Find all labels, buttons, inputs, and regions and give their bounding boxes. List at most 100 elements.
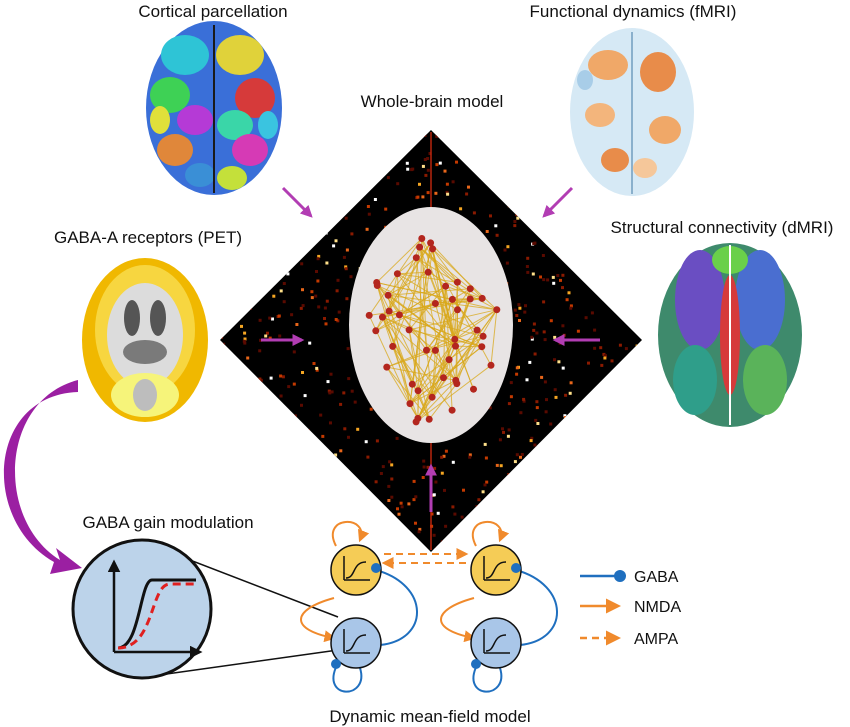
matrix-cell bbox=[569, 538, 573, 542]
matrix-cell bbox=[426, 191, 430, 195]
matrix-cell bbox=[286, 272, 290, 276]
matrix-cell bbox=[316, 279, 320, 283]
matrix-cell bbox=[227, 461, 231, 465]
matrix-cell bbox=[274, 277, 277, 281]
matrix-cell bbox=[562, 154, 566, 158]
matrix-cell bbox=[509, 395, 513, 399]
matrix-cell bbox=[267, 276, 271, 280]
matrix-cell bbox=[239, 411, 243, 415]
matrix-cell bbox=[546, 458, 550, 461]
matrix-cell bbox=[537, 512, 541, 516]
matrix-cell bbox=[421, 164, 425, 168]
matrix-cell bbox=[226, 465, 230, 469]
cortical-parcellation-brain bbox=[146, 21, 282, 195]
matrix-cell bbox=[301, 288, 304, 292]
legend-label-gaba: GABA bbox=[634, 569, 679, 586]
matrix-cell bbox=[569, 304, 573, 308]
legend-label-ampa: AMPA bbox=[634, 631, 678, 648]
matrix-cell bbox=[300, 403, 303, 407]
matrix-cell bbox=[536, 460, 540, 464]
matrix-cell bbox=[318, 442, 322, 446]
matrix-cell bbox=[282, 207, 286, 211]
legend: GABA NMDA AMPA bbox=[580, 569, 681, 648]
matrix-cell bbox=[548, 148, 552, 152]
matrix-cell bbox=[609, 204, 613, 208]
matrix-cell bbox=[503, 248, 507, 252]
matrix-cell bbox=[276, 506, 280, 510]
matrix-cell bbox=[519, 455, 522, 459]
matrix-cell bbox=[350, 157, 353, 161]
network-edge bbox=[419, 247, 444, 378]
matrix-cell bbox=[319, 234, 322, 237]
matrix-cell bbox=[323, 181, 327, 185]
arrow-parcellation-to-model bbox=[281, 186, 313, 218]
matrix-cell bbox=[299, 306, 303, 310]
matrix-cell bbox=[543, 380, 547, 384]
matrix-cell bbox=[298, 251, 302, 254]
matrix-cell bbox=[572, 206, 575, 210]
network-node bbox=[384, 291, 392, 299]
matrix-cell bbox=[352, 154, 356, 158]
matrix-cell bbox=[364, 440, 368, 444]
matrix-cell bbox=[506, 245, 510, 249]
matrix-cell bbox=[483, 483, 487, 487]
matrix-cell bbox=[576, 483, 580, 487]
matrix-cell bbox=[451, 505, 455, 509]
network-edge bbox=[376, 285, 433, 398]
matrix-cell bbox=[275, 214, 279, 218]
matrix-cell bbox=[519, 546, 523, 550]
matrix-cell bbox=[435, 134, 439, 138]
matrix-cell bbox=[283, 152, 287, 156]
matrix-cell bbox=[329, 477, 333, 481]
matrix-cell bbox=[291, 143, 295, 147]
matrix-cell bbox=[574, 484, 577, 488]
network-node bbox=[493, 306, 501, 314]
matrix-cell bbox=[434, 480, 438, 484]
matrix-cell bbox=[321, 434, 325, 438]
matrix-cell bbox=[231, 387, 235, 390]
matrix-cell bbox=[277, 199, 281, 203]
matrix-cell bbox=[554, 438, 558, 442]
matrix-cell bbox=[614, 539, 618, 543]
matrix-cell bbox=[628, 521, 632, 525]
matrix-cell bbox=[266, 424, 270, 428]
matrix-cell bbox=[224, 462, 228, 466]
matrix-cell bbox=[584, 316, 588, 320]
matrix-cell bbox=[400, 531, 404, 535]
brain-network bbox=[365, 235, 501, 426]
network-node bbox=[416, 243, 424, 251]
matrix-cell bbox=[223, 305, 227, 309]
matrix-cell bbox=[511, 186, 515, 190]
matrix-cell bbox=[232, 356, 236, 360]
matrix-cell bbox=[275, 194, 278, 198]
network-edge bbox=[428, 383, 458, 420]
matrix-cell bbox=[221, 542, 225, 546]
matrix-cell bbox=[499, 464, 503, 468]
matrix-cell bbox=[350, 537, 354, 541]
matrix-cell bbox=[559, 185, 563, 189]
matrix-cell bbox=[550, 500, 554, 504]
matrix-cell bbox=[423, 133, 427, 137]
matrix-cell bbox=[505, 201, 509, 205]
matrix-cell bbox=[460, 515, 464, 519]
matrix-cell bbox=[261, 458, 265, 462]
matrix-cell bbox=[244, 537, 248, 541]
matrix-cell bbox=[250, 223, 253, 227]
matrix-cell bbox=[553, 335, 557, 339]
matrix-cell bbox=[565, 453, 569, 457]
matrix-cell bbox=[334, 453, 338, 457]
sigmoid-baseline bbox=[117, 578, 196, 650]
matrix-cell bbox=[627, 467, 631, 471]
matrix-cell bbox=[549, 422, 553, 426]
matrix-cell bbox=[313, 180, 316, 183]
matrix-cell bbox=[248, 232, 252, 236]
matrix-cell bbox=[344, 265, 348, 269]
matrix-cell bbox=[574, 532, 578, 536]
matrix-cell bbox=[455, 160, 458, 164]
matrix-cell bbox=[442, 454, 446, 458]
matrix-cell bbox=[580, 513, 584, 517]
matrix-cell bbox=[599, 346, 603, 350]
matrix-cell bbox=[334, 239, 338, 243]
network-edge bbox=[430, 242, 456, 347]
matrix-cell bbox=[318, 179, 321, 183]
